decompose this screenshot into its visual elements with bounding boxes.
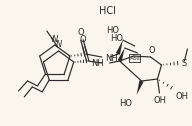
Text: S: S xyxy=(181,58,187,68)
Text: N: N xyxy=(52,35,58,43)
Polygon shape xyxy=(116,40,123,55)
Text: HO: HO xyxy=(110,34,123,43)
Text: HO: HO xyxy=(106,26,119,35)
Text: O: O xyxy=(78,28,84,37)
Text: HO: HO xyxy=(120,99,133,108)
Text: NH: NH xyxy=(91,59,104,68)
FancyBboxPatch shape xyxy=(129,54,140,62)
Polygon shape xyxy=(118,48,125,62)
Text: O: O xyxy=(148,46,155,55)
Text: N: N xyxy=(55,40,62,49)
Text: NH: NH xyxy=(105,54,118,62)
Text: Abs: Abs xyxy=(129,55,140,60)
Text: HCl: HCl xyxy=(99,6,116,16)
Text: OH: OH xyxy=(153,96,166,105)
Text: O: O xyxy=(79,35,86,44)
Text: OH: OH xyxy=(175,92,189,101)
Polygon shape xyxy=(137,80,144,95)
